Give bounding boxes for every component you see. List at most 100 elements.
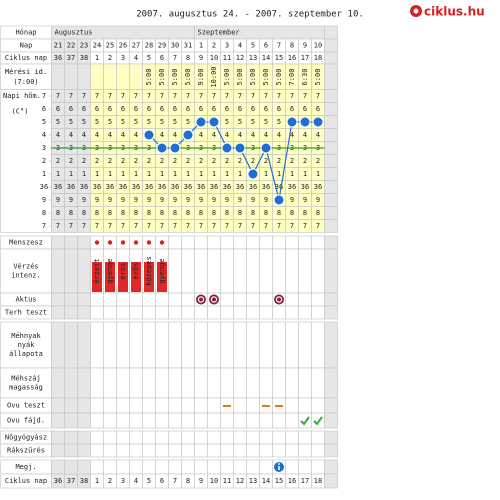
- time-label: 9:00: [197, 69, 205, 86]
- cycle-day: 5: [147, 54, 151, 62]
- temp-grid-digit: 5: [108, 118, 112, 126]
- cell: [155, 292, 169, 307]
- temp-grid-digit: 8: [108, 209, 112, 217]
- temperature-point: [312, 116, 324, 128]
- temp-grid-digit: 1: [238, 170, 242, 178]
- cell: [220, 292, 234, 307]
- cell: [51, 443, 65, 458]
- cell: [77, 412, 91, 429]
- temp-grid-digit: 2: [95, 157, 99, 165]
- day-label: 28: [145, 42, 153, 50]
- cell: [181, 248, 195, 294]
- temperature-point: [286, 116, 298, 128]
- temp-grid-digit: 4: [264, 131, 268, 139]
- cell: [129, 305, 143, 320]
- cell: [103, 305, 117, 320]
- cell: [77, 430, 91, 445]
- temp-grid-digit: 9: [199, 196, 203, 204]
- intercourse-icon: [196, 294, 206, 305]
- cycle-day: 9: [199, 54, 203, 62]
- temp-grid-digit: 8: [316, 209, 320, 217]
- temp-grid-digit: 2: [251, 157, 255, 165]
- row-label: Mérési id.: [5, 68, 47, 76]
- row-label: Ovu fájd.: [7, 417, 45, 425]
- temp-grid-digit: 36: [223, 183, 231, 191]
- bleeding-bar: [92, 262, 102, 292]
- temp-grid-digit: 7: [134, 222, 138, 230]
- temp-grid-digit: 7: [173, 222, 177, 230]
- temp-grid-digit: 6: [147, 105, 151, 113]
- row-label: Menszesz: [9, 239, 43, 247]
- cell: [77, 321, 91, 369]
- label-cell: [0, 321, 52, 369]
- cell: [233, 443, 247, 458]
- temp-grid-digit: 2: [290, 157, 294, 165]
- temp-grid-digit: 8: [290, 209, 294, 217]
- cell: [181, 321, 195, 369]
- temp-grid-digit: 9: [147, 196, 151, 204]
- cell: [246, 397, 260, 414]
- temp-grid-digit: 2: [238, 157, 242, 165]
- cell: [324, 443, 338, 458]
- temp-grid-digit: 6: [316, 105, 320, 113]
- cell: [155, 397, 169, 414]
- bleeding-label: gyenge: [158, 258, 166, 283]
- temp-grid-digit: 6: [199, 105, 203, 113]
- bleeding-label: érzett: [93, 258, 101, 283]
- cell: [142, 397, 156, 414]
- temp-grid-digit: 1: [199, 170, 203, 178]
- cell: [51, 397, 65, 414]
- temp-grid-digit: 4: [212, 131, 216, 139]
- cell: [298, 248, 312, 294]
- cell: [142, 367, 156, 399]
- temp-grid-digit: 36: [249, 183, 257, 191]
- cell: [64, 321, 78, 369]
- temp-grid-digit: 7: [303, 92, 307, 100]
- temp-grid-digit: 9: [160, 196, 164, 204]
- temp-grid-digit: 2: [121, 157, 125, 165]
- temp-grid-digit: 5: [82, 118, 86, 126]
- cell: [324, 102, 338, 116]
- temp-grid-digit: 8: [134, 209, 138, 217]
- day-label: 26: [119, 42, 127, 50]
- cell: [311, 443, 325, 458]
- temp-grid-digit: 4: [238, 131, 242, 139]
- cell: [324, 459, 338, 475]
- cell: [246, 443, 260, 458]
- temp-grid-digit: 7: [277, 92, 281, 100]
- temp-grid-digit: 8: [212, 209, 216, 217]
- cell: [77, 235, 91, 250]
- cell: [285, 459, 299, 475]
- cell: [168, 443, 182, 458]
- cycle-day: 37: [67, 477, 75, 485]
- y-tick-label: 4: [42, 131, 46, 139]
- cell: [311, 412, 325, 429]
- temp-grid-digit: 7: [238, 92, 242, 100]
- cell: [168, 235, 182, 250]
- temp-grid-digit: 8: [186, 209, 190, 217]
- temp-grid-digit: 7: [121, 222, 125, 230]
- cycle-day: 4: [134, 54, 138, 62]
- intercourse-icon: [274, 294, 284, 305]
- cell: [324, 89, 338, 103]
- temp-grid-digit: 7: [251, 92, 255, 100]
- temp-grid-digit: 9: [134, 196, 138, 204]
- temp-grid-digit: 4: [277, 131, 281, 139]
- temp-grid-digit: 9: [316, 196, 320, 204]
- cell: [90, 443, 104, 458]
- month-label: Szeptember: [198, 29, 240, 37]
- cell: [51, 412, 65, 429]
- menses-dot: [120, 240, 126, 245]
- cell: [90, 397, 104, 414]
- temp-grid-digit: 7: [173, 92, 177, 100]
- cell: [168, 430, 182, 445]
- temperature-point: [156, 142, 168, 154]
- cell: [194, 305, 208, 320]
- cell: [51, 430, 65, 445]
- time-label: 5:00: [275, 69, 283, 86]
- temp-grid-digit: 8: [95, 209, 99, 217]
- cell: [155, 321, 169, 369]
- cycle-day: 2: [108, 54, 112, 62]
- temp-grid-digit: 7: [212, 222, 216, 230]
- cell: [259, 459, 273, 475]
